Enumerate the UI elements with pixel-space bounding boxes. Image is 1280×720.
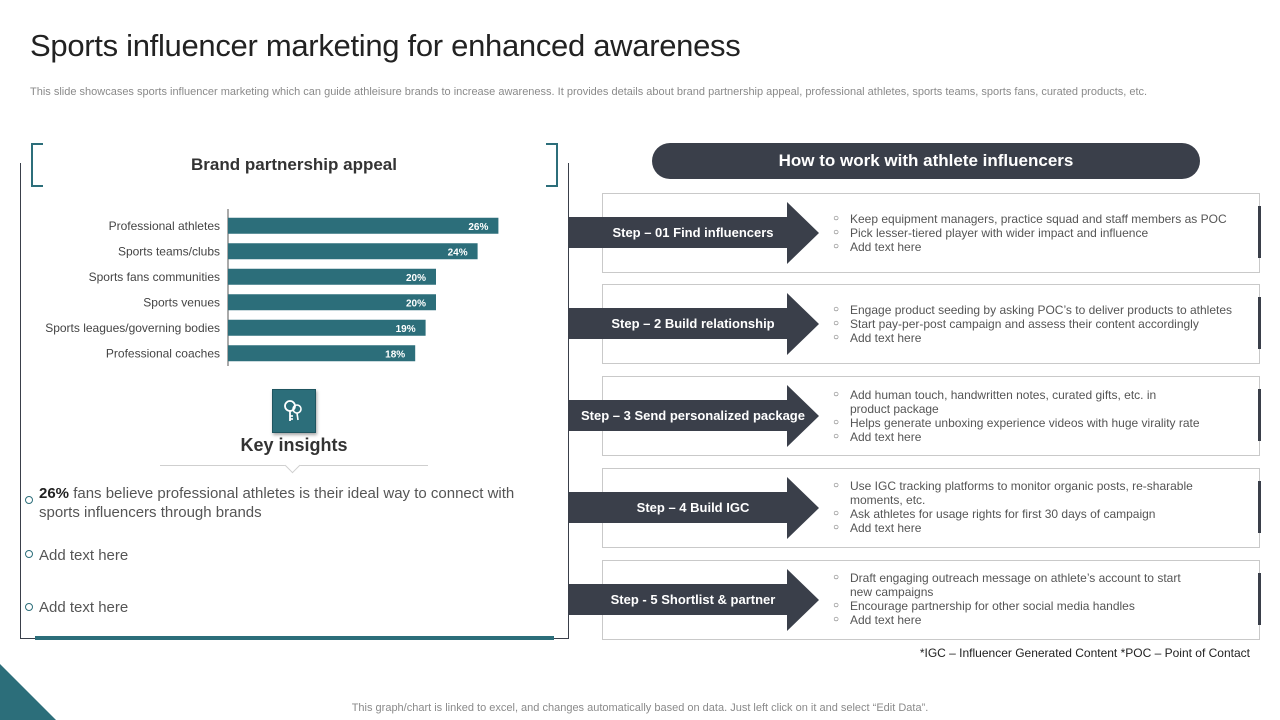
bar[interactable] (228, 268, 436, 285)
bracket-right (546, 143, 558, 187)
bar[interactable] (228, 243, 478, 260)
list-item: ○ Pick lesser-tiered player with wider im… (833, 226, 1149, 240)
step-1-bullets: ○ Keep equipment managers, practice squad… (833, 212, 1243, 254)
bar-chart[interactable]: Professional athletes 26% Sports teams/clu… (30, 205, 530, 370)
insight-item-2: Add text here (39, 547, 129, 564)
steps-header: How to work with athlete influencers (652, 143, 1200, 179)
list-item: ○ Helps generate unboxing experience vide… (833, 416, 1200, 430)
step-label: Step – 2 Build relationship (611, 316, 775, 331)
data-label: 20% (406, 298, 426, 309)
category-label: Sports fans communities (89, 270, 220, 284)
list-item: ○ Draft engaging outreach message on athl… (833, 571, 1181, 599)
step-label: Step - 5 Shortlist & partner (610, 592, 776, 607)
key-icon (272, 389, 316, 433)
list-item: ○ Add text here (833, 331, 922, 345)
list-item: ○ Start pay-per-post campaign and assess … (833, 317, 1199, 331)
category-label: Sports teams/clubs (118, 244, 220, 258)
bar[interactable] (228, 294, 436, 311)
list-item: ○ Add human touch, handwritten notes, cur… (833, 388, 1157, 416)
list-item: ○ Add text here (833, 613, 922, 627)
list-item: ○ Add text here (833, 521, 922, 535)
category-label: Sports leagues/governing bodies (45, 321, 220, 335)
chart-title: Brand partnership appeal (191, 155, 397, 174)
bullet-dot (25, 550, 33, 558)
data-label: 19% (396, 324, 416, 335)
list-item: ○ Ask athletes for usage rights for first… (833, 507, 1156, 521)
insight-item-1: 26% fans believe professional athletes i… (39, 484, 539, 522)
page-title: Sports influencer marketing for enhanced… (30, 28, 741, 63)
list-item: ○ Add text here (833, 430, 922, 444)
data-label: 18% (385, 349, 405, 360)
step-5-bullets: ○ Draft engaging outreach message on athl… (833, 571, 1193, 627)
bar[interactable] (228, 345, 416, 362)
corner-decoration (0, 664, 56, 720)
step-4-bullets: ○ Use IGC tracking platforms to monitor o… (833, 479, 1203, 535)
insight-item-3: Add text here (39, 599, 129, 616)
list-item: ○ Add text here (833, 240, 922, 254)
step-3-bullets: ○ Add human touch, handwritten notes, cur… (833, 388, 1200, 444)
bar[interactable] (228, 217, 499, 234)
step-arrow-3: Step – 3 Send personalized package (568, 385, 819, 447)
bullet-dot (25, 603, 33, 611)
data-label: 20% (406, 273, 426, 284)
page-subtitle: This slide showcases sports influencer m… (30, 86, 1148, 98)
key-insights-title: Key insights (240, 435, 348, 455)
step-arrow-2: Step – 2 Build relationship (568, 293, 819, 355)
bar[interactable] (228, 319, 426, 336)
category-label: Professional athletes (109, 219, 220, 233)
category-label: Sports venues (143, 295, 220, 309)
list-item: ○ Engage product seeding by asking POC’s … (833, 303, 1233, 317)
insight-text: fans believe professional athletes is th… (39, 485, 515, 521)
list-item: ○ Use IGC tracking platforms to monitor o… (833, 479, 1193, 507)
step-arrow-1: Step – 01 Find influencers (568, 202, 819, 264)
panel-accent-bar (35, 636, 554, 640)
data-label: 24% (448, 247, 468, 258)
category-label: Professional coaches (106, 346, 220, 360)
bracket-left (31, 143, 43, 187)
step-arrow-4: Step – 4 Build IGC (568, 477, 819, 539)
data-label: 26% (468, 222, 488, 233)
bullet-dot (25, 496, 33, 504)
chart-edit-note: This graph/chart is linked to excel, and… (351, 702, 929, 714)
step-label: Step – 3 Send personalized package (581, 408, 805, 423)
step-label: Step – 01 Find influencers (612, 225, 774, 240)
step-label: Step – 4 Build IGC (636, 500, 750, 515)
step-2-bullets: ○ Engage product seeding by asking POC’s … (833, 303, 1243, 345)
insight-highlight: 26% (39, 485, 70, 502)
list-item: ○ Encourage partnership for other social … (833, 599, 1135, 613)
list-item: ○ Keep equipment managers, practice squad… (833, 212, 1227, 226)
footnote: *IGC – Influencer Generated Content *POC… (919, 646, 1250, 660)
step-arrow-5: Step - 5 Shortlist & partner (568, 569, 819, 631)
